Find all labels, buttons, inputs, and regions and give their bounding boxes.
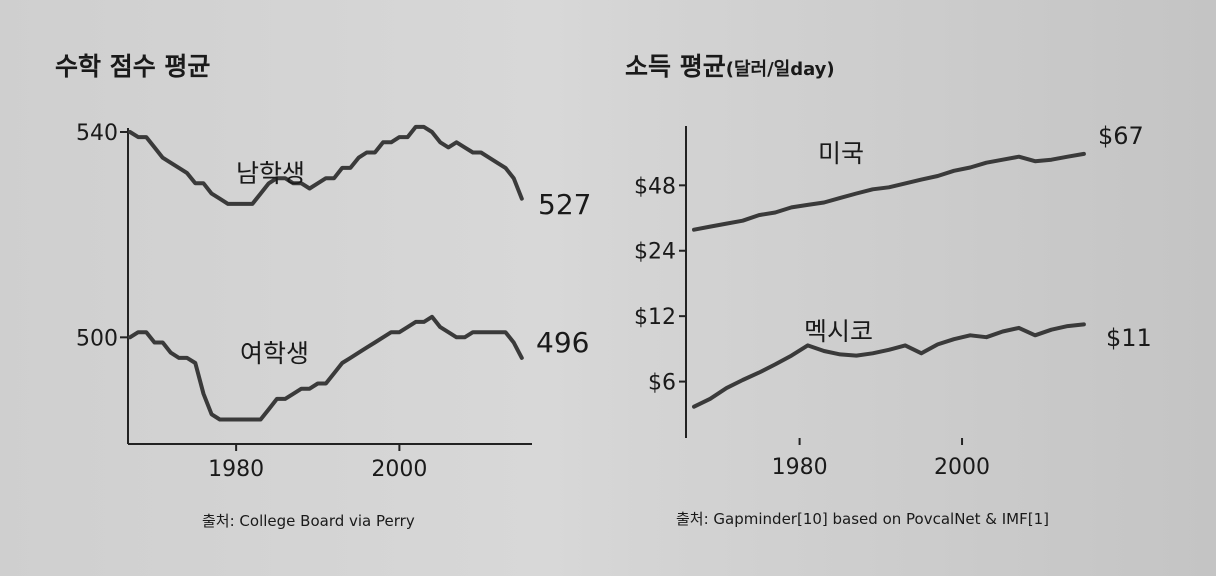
math-source-note: 출처: College Board via Perry — [202, 512, 415, 530]
income-series-label-usa: 미국 — [818, 139, 864, 168]
income-series-line-1 — [692, 322, 1086, 409]
income-y-tick-label: $48 — [634, 174, 676, 199]
income-x-tick-label: 1980 — [772, 455, 828, 480]
math-series-lines — [128, 124, 524, 422]
math-y-ticks: 540 500 — [76, 121, 128, 351]
income-series-lines — [692, 151, 1086, 409]
income-series-label-mexico: 멕시코 — [804, 317, 873, 346]
math-series-line-0 — [128, 124, 524, 206]
income-y-tick-label: $12 — [634, 305, 676, 330]
income-y-tick-label: $6 — [648, 371, 676, 396]
income-y-tick-label: $24 — [634, 240, 676, 265]
income-chart-title: 소득 평균(달러/일day) — [625, 52, 835, 81]
math-x-tick-label: 1980 — [208, 457, 264, 482]
income-chart: 소득 평균(달러/일day) $48 $24 $12 $6 1980 2000 미국 멕… — [625, 52, 1152, 528]
math-end-label-boys: 527 — [538, 188, 591, 221]
math-x-tick-label: 2000 — [371, 457, 427, 482]
income-x-tick-label: 2000 — [934, 455, 990, 480]
math-score-chart: 수학 점수 평균 540 500 1980 2000 남학생 여학생 527 496… — [55, 52, 591, 530]
math-series-line-1 — [128, 314, 524, 422]
income-series-line-0 — [692, 151, 1086, 232]
income-chart-title-unit: (달러/일day) — [726, 59, 835, 80]
math-chart-title: 수학 점수 평균 — [55, 52, 210, 81]
math-x-ticks: 1980 2000 — [208, 444, 427, 482]
income-end-label-mexico: $11 — [1106, 324, 1152, 352]
math-series-label-girls: 여학생 — [240, 339, 309, 368]
math-y-tick-label: 500 — [76, 326, 118, 351]
math-series-label-boys: 남학생 — [236, 159, 305, 188]
income-x-ticks: 1980 2000 — [772, 438, 990, 480]
income-source-note: 출처: Gapminder[10] based on PovcalNet & I… — [676, 510, 1049, 528]
income-y-ticks: $48 $24 $12 $6 — [634, 174, 686, 396]
math-end-label-girls: 496 — [536, 326, 589, 359]
math-y-tick-label: 540 — [76, 121, 118, 146]
income-chart-title-main: 소득 평균 — [625, 52, 726, 81]
income-end-label-usa: $67 — [1098, 122, 1144, 150]
